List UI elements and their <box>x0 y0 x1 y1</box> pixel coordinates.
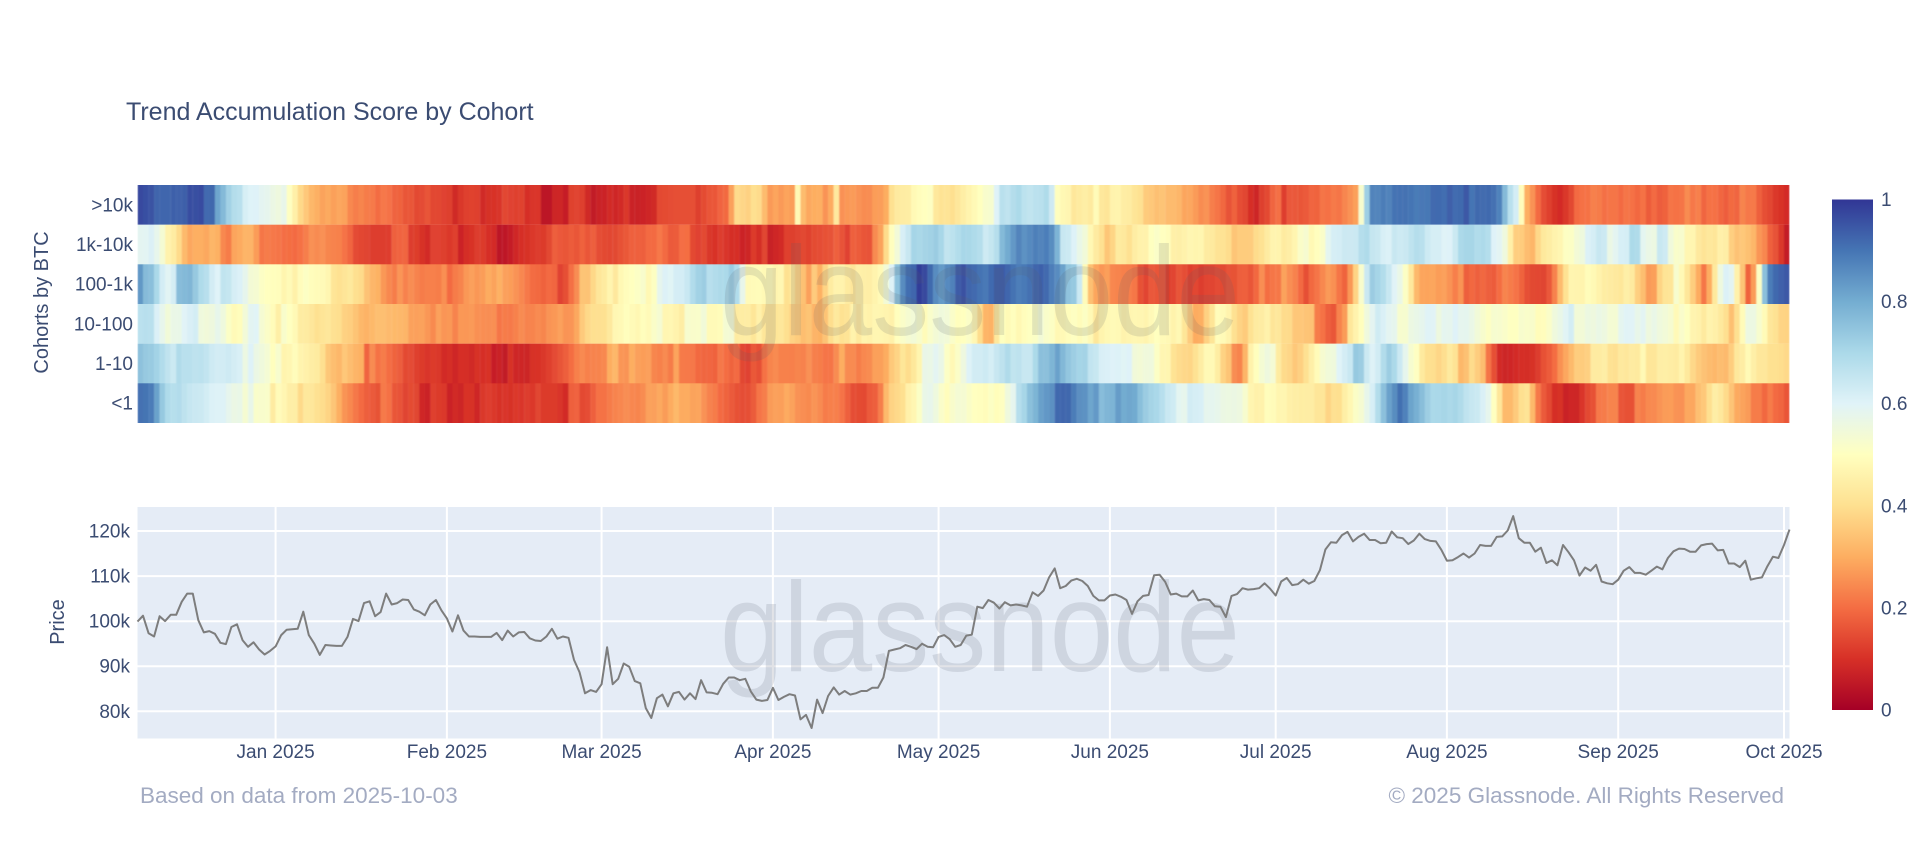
svg-text:1k-10k: 1k-10k <box>76 235 134 256</box>
svg-text:glassnode: glassnode <box>720 220 1240 362</box>
svg-text:Apr 2025: Apr 2025 <box>734 742 811 763</box>
svg-text:110k: 110k <box>90 567 130 588</box>
svg-text:0.2: 0.2 <box>1881 598 1907 619</box>
svg-text:120k: 120k <box>89 522 131 543</box>
svg-text:Feb 2025: Feb 2025 <box>407 742 487 763</box>
svg-text:90k: 90k <box>99 657 130 678</box>
svg-text:Jul 2025: Jul 2025 <box>1240 742 1312 763</box>
svg-text:0.8: 0.8 <box>1881 292 1907 313</box>
svg-text:0: 0 <box>1881 701 1892 722</box>
svg-text:100k: 100k <box>89 612 131 633</box>
svg-text:0.6: 0.6 <box>1881 394 1907 415</box>
svg-text:Sep 2025: Sep 2025 <box>1578 742 1659 763</box>
svg-text:Jan 2025: Jan 2025 <box>237 742 315 763</box>
svg-text:1-10: 1-10 <box>95 354 133 375</box>
svg-text:Aug 2025: Aug 2025 <box>1406 742 1487 763</box>
svg-text:Jun 2025: Jun 2025 <box>1071 742 1149 763</box>
svg-text:<1: <1 <box>111 394 133 415</box>
svg-text:Mar 2025: Mar 2025 <box>561 742 641 763</box>
svg-text:>10k: >10k <box>91 195 133 216</box>
svg-text:May 2025: May 2025 <box>897 742 980 763</box>
svg-text:Price: Price <box>47 599 69 645</box>
svg-text:0.4: 0.4 <box>1881 496 1908 517</box>
svg-text:Based on data from 2025-10-03: Based on data from 2025-10-03 <box>140 783 458 808</box>
svg-text:Oct 2025: Oct 2025 <box>1745 742 1822 763</box>
svg-text:© 2025 Glassnode. All Rights R: © 2025 Glassnode. All Rights Reserved <box>1388 783 1784 808</box>
svg-text:Trend Accumulation Score by Co: Trend Accumulation Score by Cohort <box>126 98 534 126</box>
svg-text:80k: 80k <box>99 702 130 723</box>
svg-text:Cohorts by BTC: Cohorts by BTC <box>31 231 53 373</box>
svg-text:10-100: 10-100 <box>74 314 133 335</box>
svg-text:1: 1 <box>1881 190 1892 211</box>
svg-text:100-1k: 100-1k <box>75 275 134 296</box>
